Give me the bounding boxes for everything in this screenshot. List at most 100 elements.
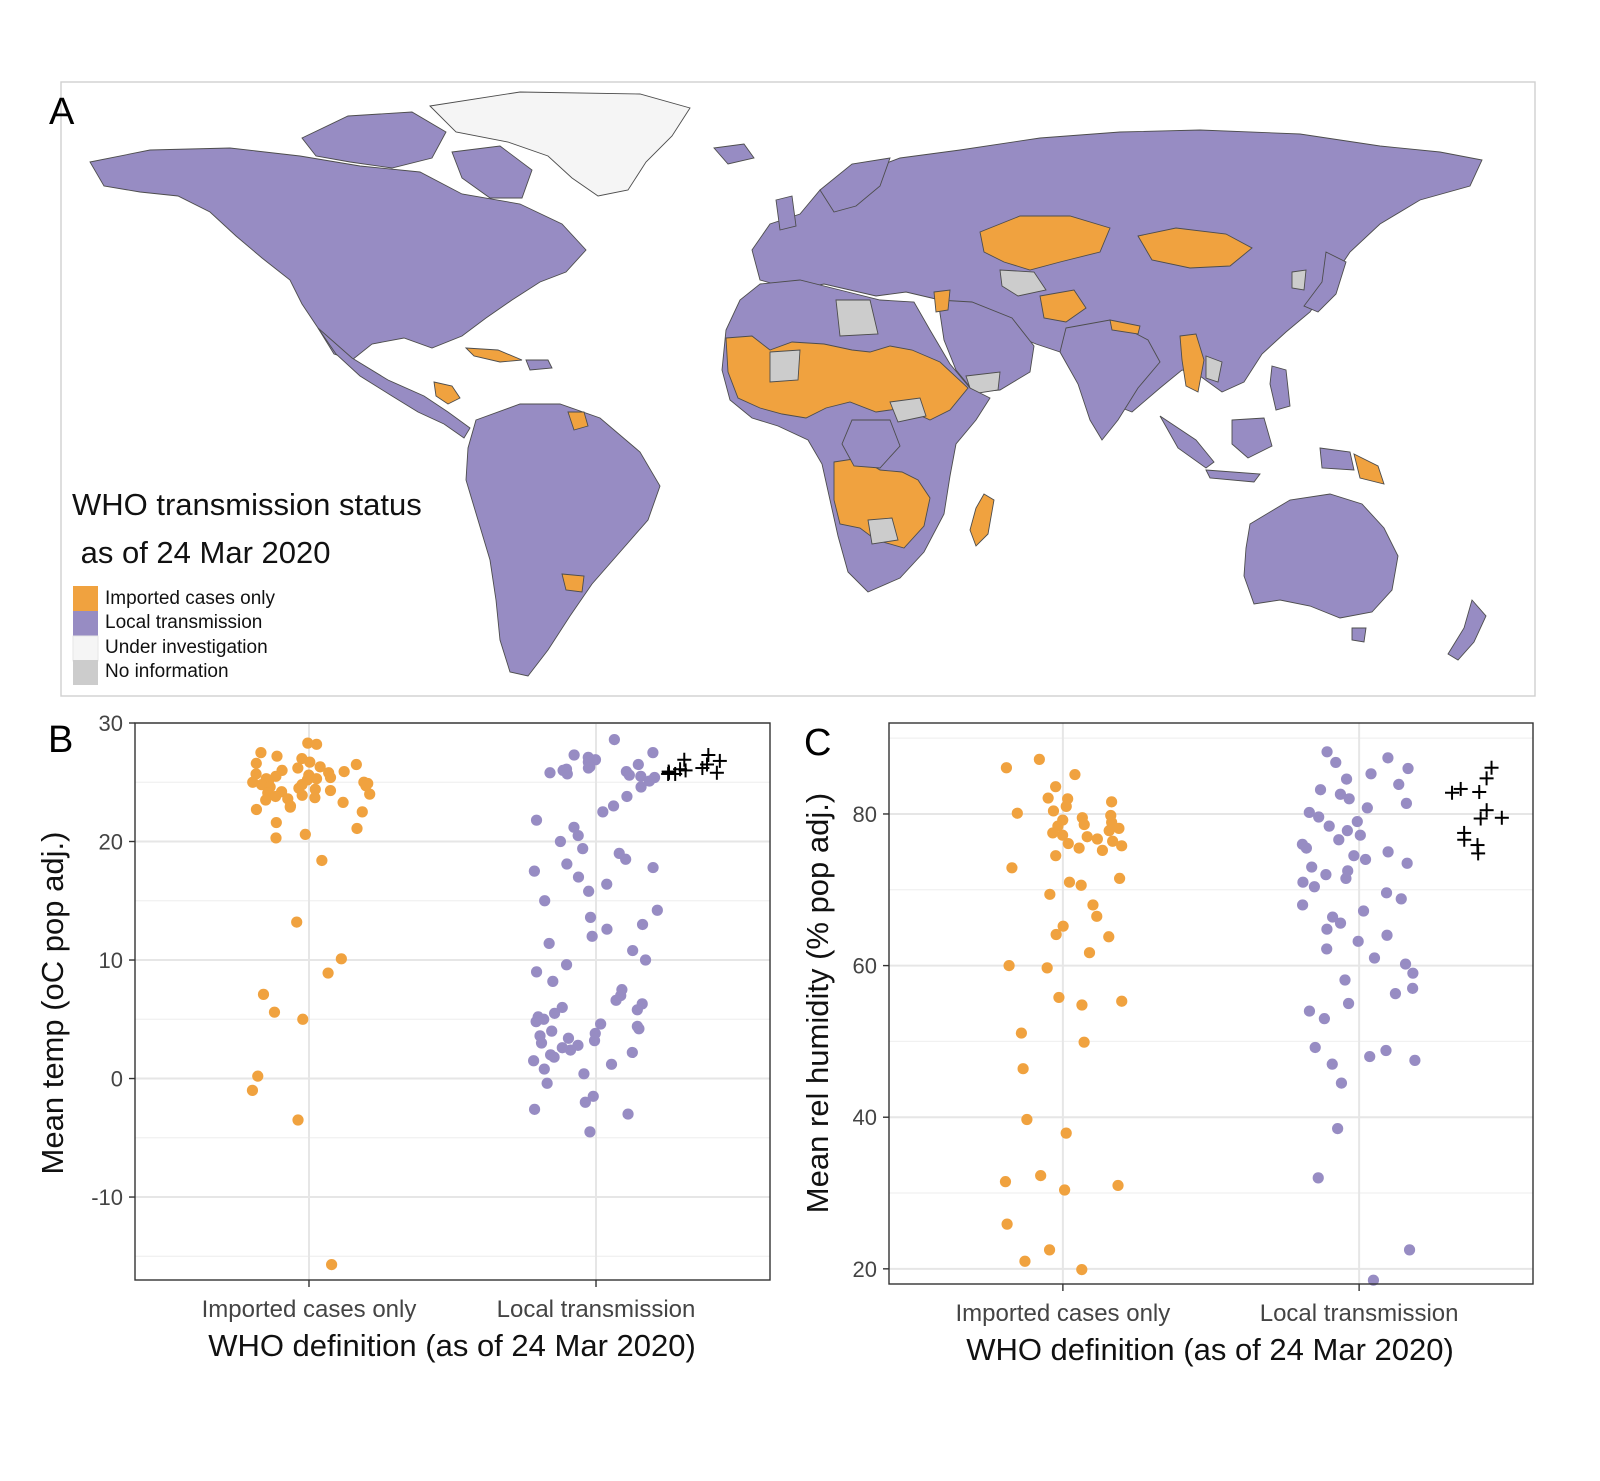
data-point <box>1060 1127 1072 1139</box>
y-tick-label: 60 <box>853 954 877 979</box>
data-point <box>560 959 573 971</box>
data-point <box>605 1058 618 1070</box>
data-point <box>568 749 580 761</box>
data-point <box>1073 842 1085 854</box>
data-point <box>270 816 282 829</box>
map-australia <box>1243 493 1399 619</box>
data-point <box>291 916 303 928</box>
map-tasmania <box>1351 627 1367 643</box>
data-point <box>578 1068 590 1080</box>
data-point <box>643 775 655 787</box>
data-point <box>270 832 282 844</box>
data-point <box>1334 788 1347 800</box>
data-point <box>304 756 316 768</box>
data-point <box>1308 881 1320 893</box>
data-point <box>1081 831 1093 843</box>
data-point <box>1059 1184 1071 1196</box>
plus-point <box>1473 811 1488 826</box>
data-point <box>561 858 573 870</box>
data-point <box>1407 967 1419 979</box>
data-point <box>268 1006 281 1018</box>
data-point <box>607 800 620 812</box>
data-point <box>561 768 573 780</box>
data-point <box>626 1046 638 1059</box>
data-point <box>586 930 598 942</box>
data-point <box>324 771 337 784</box>
data-point <box>530 966 543 978</box>
map-arctic-islands <box>301 111 447 169</box>
data-point <box>1323 820 1335 832</box>
data-point <box>1075 879 1087 891</box>
data-point <box>1334 917 1347 929</box>
data-point <box>1368 952 1381 964</box>
data-point <box>1303 806 1315 819</box>
data-point <box>326 1258 338 1271</box>
data-point <box>322 967 334 979</box>
panel-b-yticks: -10 0 10 20 30 <box>91 711 135 1210</box>
map-iceland <box>713 143 755 165</box>
data-point <box>1044 888 1056 900</box>
data-point <box>284 801 296 813</box>
panel-a: A <box>49 81 1536 697</box>
data-point <box>568 821 580 833</box>
map-cuba <box>464 347 523 363</box>
y-tick-label: 40 <box>853 1105 877 1130</box>
map-legend: WHO transmission status as of 24 Mar 202… <box>72 487 422 685</box>
data-point <box>1006 862 1018 874</box>
data-point <box>1321 746 1333 758</box>
panel-c-letter: C <box>804 722 831 764</box>
data-point <box>1069 768 1081 781</box>
data-point <box>1393 778 1405 791</box>
data-point <box>356 806 368 818</box>
data-point <box>1091 910 1103 922</box>
data-point <box>260 794 272 806</box>
data-point <box>632 758 644 771</box>
legend-label-investigation: Under investigation <box>105 637 268 658</box>
map-botswana-grey <box>867 517 899 545</box>
data-point <box>350 758 362 771</box>
plus-point <box>1457 832 1472 847</box>
data-point <box>1033 753 1045 765</box>
data-point <box>1403 1244 1416 1256</box>
data-point <box>572 871 585 883</box>
data-point <box>309 783 321 795</box>
data-point <box>1306 861 1318 873</box>
map-mali-grey <box>769 349 801 383</box>
data-point <box>1312 1172 1324 1184</box>
data-point <box>548 1007 561 1019</box>
data-point <box>562 1032 575 1044</box>
data-point <box>1400 797 1413 809</box>
y-tick-label: 10 <box>99 948 123 973</box>
data-point <box>1321 943 1333 955</box>
panel-c-xticks: Imported cases only Local transmission <box>955 1284 1458 1327</box>
data-point <box>1402 762 1414 775</box>
y-tick-label: 20 <box>99 830 123 855</box>
data-point <box>1381 929 1393 941</box>
data-point <box>1047 827 1059 839</box>
plus-point <box>1484 760 1499 775</box>
data-point <box>547 975 559 987</box>
data-point <box>1078 1036 1090 1048</box>
panel-b-frame <box>134 722 771 1281</box>
data-point <box>635 781 647 793</box>
map-greenland <box>429 91 691 197</box>
data-point <box>584 911 597 923</box>
data-point <box>1354 829 1366 841</box>
data-point <box>364 788 376 800</box>
data-point <box>252 1070 264 1082</box>
data-point <box>1021 1113 1033 1126</box>
data-point <box>647 861 659 874</box>
plus-point <box>1445 785 1460 800</box>
data-point <box>1399 958 1412 970</box>
data-point <box>579 1096 591 1108</box>
data-point <box>548 1051 560 1063</box>
data-point <box>296 789 308 801</box>
plus-point <box>695 761 710 776</box>
data-point <box>337 796 349 809</box>
data-point <box>1114 872 1126 885</box>
data-point <box>528 1103 541 1115</box>
map-mongolia <box>1137 227 1253 269</box>
data-point <box>622 1108 634 1120</box>
map-madagascar <box>969 493 995 547</box>
